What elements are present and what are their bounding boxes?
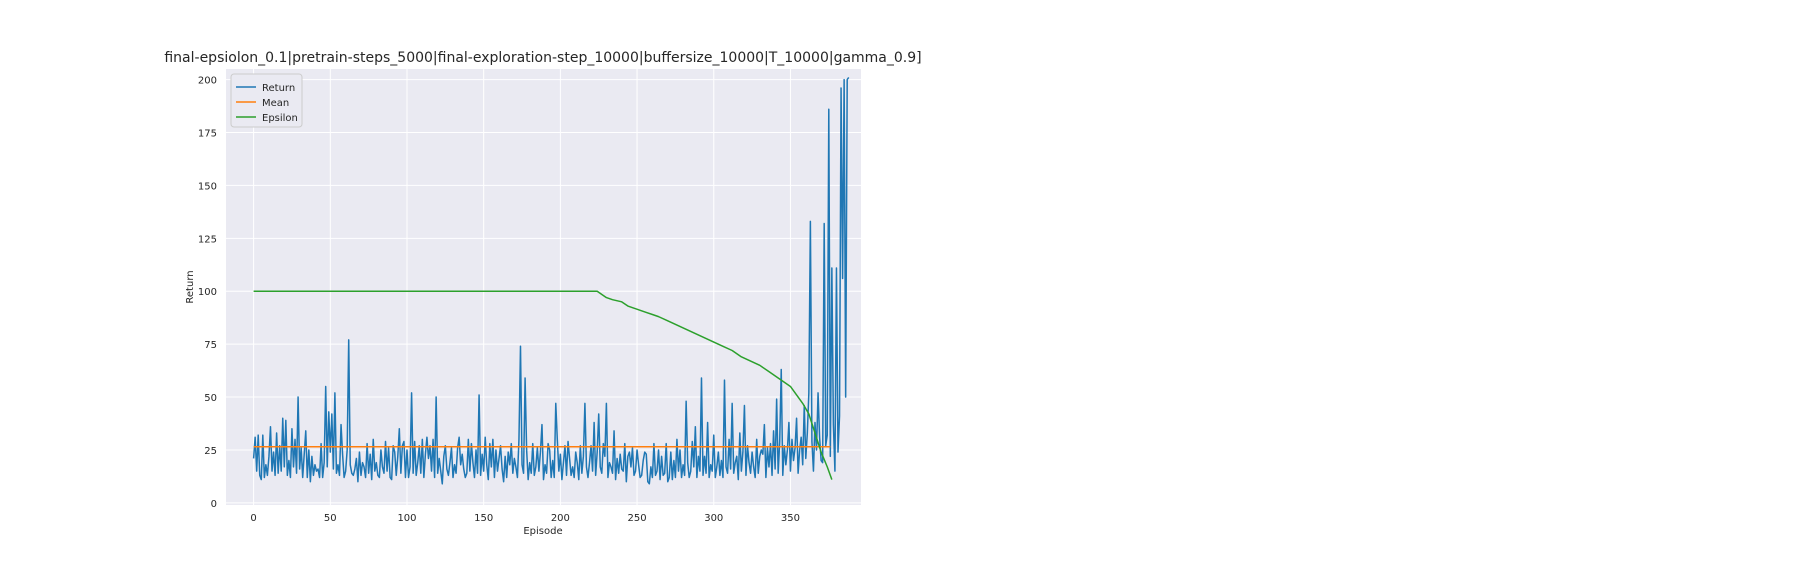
y-tick-label: 100 (198, 287, 217, 298)
legend-label-return: Return (262, 83, 295, 94)
legend-label-mean: Mean (262, 98, 289, 109)
x-tick-label: 200 (551, 513, 570, 524)
y-tick-label: 50 (204, 393, 217, 404)
y-tick-label: 75 (204, 340, 217, 351)
x-axis-label: Episode (523, 526, 562, 537)
x-tick-label: 150 (474, 513, 493, 524)
series-line-return (252, 77, 850, 485)
y-tick-label: 125 (198, 234, 217, 245)
x-tick-label: 0 (250, 513, 256, 524)
series-line-epsilon (253, 290, 833, 480)
y-tick-label: 150 (198, 181, 217, 192)
y-axis-label: Return (185, 270, 196, 303)
y-tick-label: 175 (198, 128, 217, 139)
plot-area (226, 69, 861, 505)
y-axis-ticks: 0 25 50 75 100 125 150 175 200 (198, 76, 217, 510)
series-layer (252, 77, 850, 485)
legend-label-epsilon: Epsilon (262, 113, 298, 124)
x-tick-label: 250 (628, 513, 647, 524)
y-tick-label: 25 (204, 446, 217, 457)
chart-title: final-epsiolon_0.1|pretrain-steps_5000|f… (164, 50, 921, 66)
y-tick-label: 200 (198, 76, 217, 87)
x-tick-label: 300 (704, 513, 723, 524)
x-axis-ticks: 0 50 100 150 200 250 300 350 (250, 513, 800, 524)
y-tick-label: 0 (211, 499, 217, 510)
x-tick-label: 50 (324, 513, 337, 524)
x-tick-label: 100 (397, 513, 416, 524)
x-tick-label: 350 (781, 513, 800, 524)
legend: Return Mean Epsilon (230, 73, 303, 128)
